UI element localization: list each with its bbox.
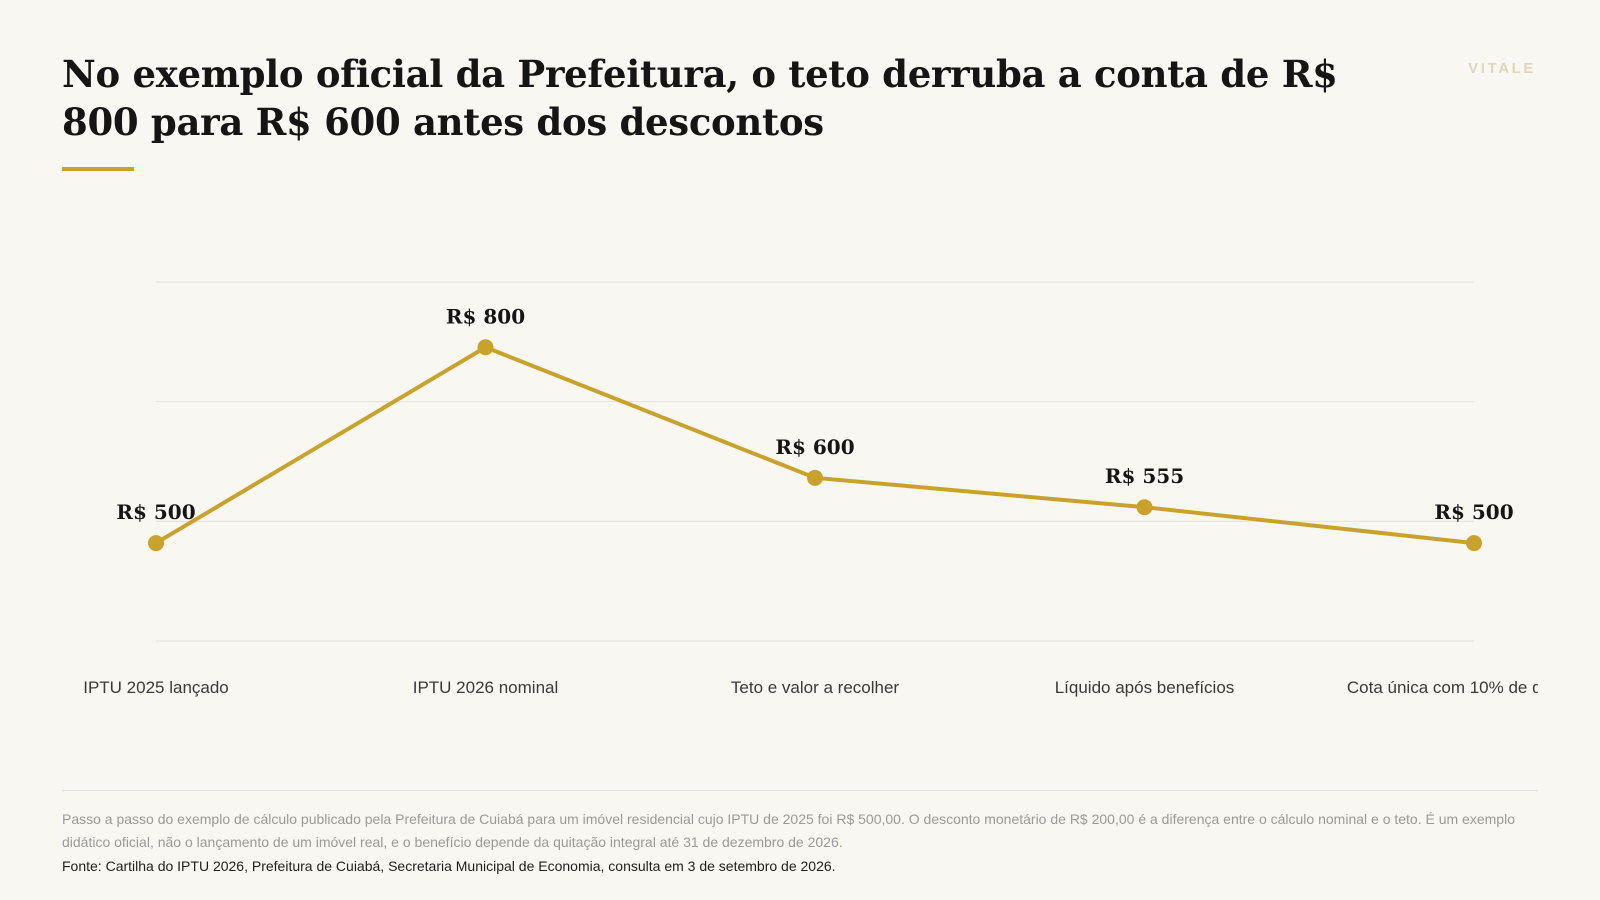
data-label: R$ 800 xyxy=(446,304,525,328)
title-accent-rule xyxy=(62,167,134,171)
x-tick-label: IPTU 2025 lançado xyxy=(83,678,229,697)
x-tick-label: IPTU 2026 nominal xyxy=(413,678,559,697)
footnote: Passo a passo do exemplo de cálculo publ… xyxy=(62,811,1515,850)
gridlines xyxy=(156,281,1474,642)
data-label: R$ 500 xyxy=(116,500,195,524)
chart-title: No exemplo oficial da Prefeitura, o teto… xyxy=(62,52,1338,144)
x-tick-label: Teto e valor a recolher xyxy=(731,678,900,697)
x-axis-labels: IPTU 2025 lançado IPTU 2026 nominal Teto e… xyxy=(83,678,1600,697)
data-points xyxy=(148,339,1482,552)
data-point xyxy=(807,469,823,486)
data-labels: R$ 500 R$ 800 R$ 600 R$ 555 R$ 500 xyxy=(116,304,1513,524)
data-label: R$ 600 xyxy=(775,435,854,459)
x-tick-label: Líquido após benefícios xyxy=(1055,678,1235,697)
source-line: Fonte: Cartilha do IPTU 2026, Prefeitura… xyxy=(62,858,836,874)
data-point xyxy=(148,535,164,552)
x-tick-label: Cota única com 10% de desconto xyxy=(1347,678,1600,697)
data-point xyxy=(1136,499,1153,516)
footer-divider xyxy=(62,790,1538,791)
data-point xyxy=(1466,535,1482,552)
line-chart: R$ 500 R$ 800 R$ 600 R$ 555 R$ 500 IPTU 2025… xyxy=(83,281,1600,697)
data-label: R$ 555 xyxy=(1105,464,1184,488)
brand-logo: VITALE xyxy=(1468,60,1536,77)
data-label: R$ 500 xyxy=(1434,500,1513,524)
data-point xyxy=(477,339,494,356)
